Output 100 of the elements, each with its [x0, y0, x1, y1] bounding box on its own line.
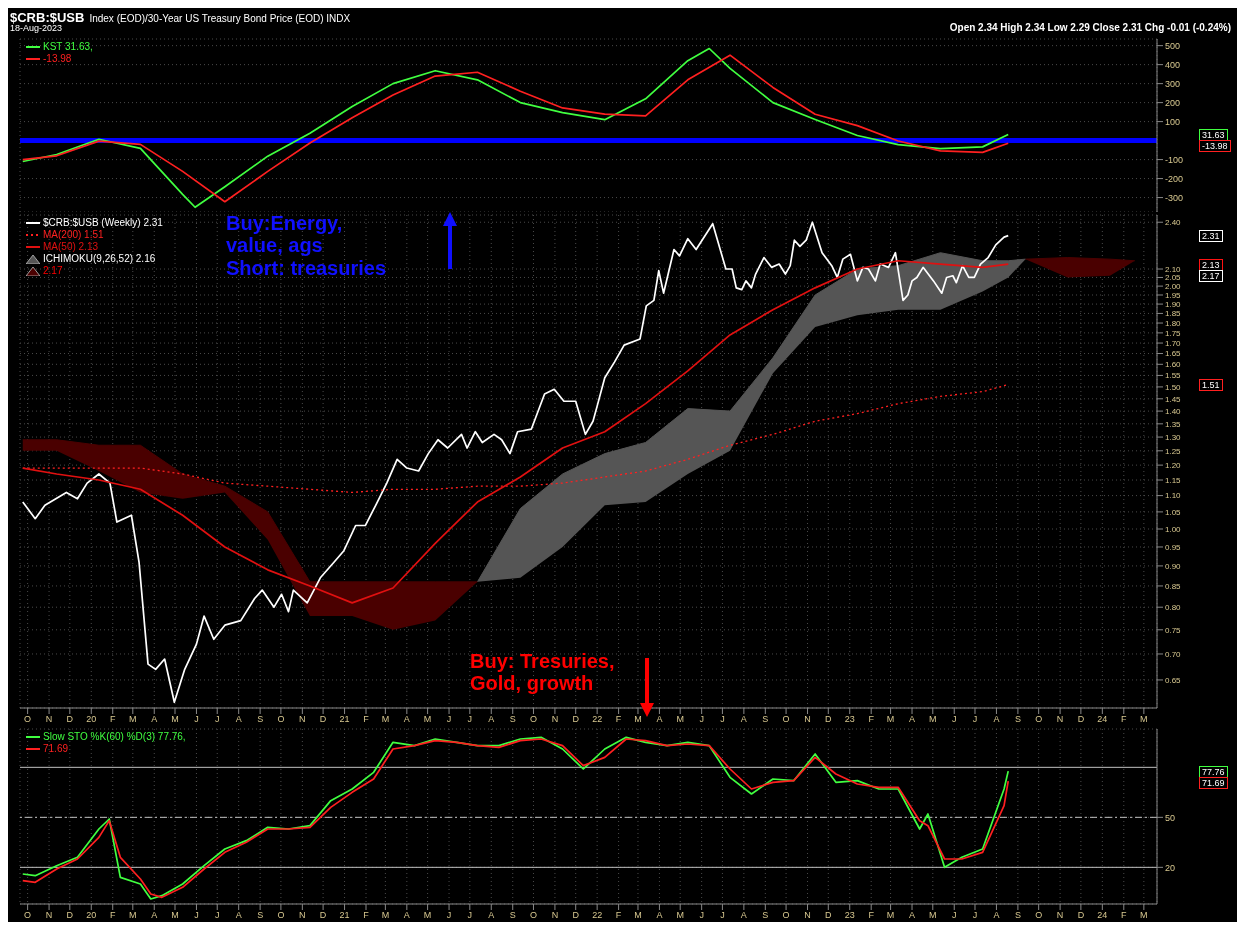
x-tick-label: F: [363, 910, 370, 921]
x-tick-label: M: [381, 714, 390, 725]
x-tick-label: D: [66, 910, 74, 921]
y-tick-label: 1.35: [1165, 419, 1182, 429]
x-tick-label: A: [403, 714, 410, 725]
x-tick-label: M: [886, 714, 895, 725]
x-tick-label: J: [214, 714, 220, 725]
x-tick-label: M: [1140, 910, 1148, 921]
x-tick-label: J: [720, 714, 725, 725]
x-tick-label: J: [699, 910, 704, 921]
x-tick-label: F: [109, 714, 116, 725]
y-tick-label: 0.80: [1165, 603, 1182, 613]
chart-subtitle: Index (EOD)/30-Year US Treasury Bond Price (EOD) INDX: [89, 13, 351, 24]
x-tick-label: A: [488, 714, 495, 725]
y-tick-label: 1.25: [1165, 446, 1182, 456]
x-tick-label: D: [825, 910, 833, 921]
x-tick-label: M: [171, 714, 179, 725]
x-tick-label: J: [699, 714, 704, 725]
y-tick-label: 400: [1165, 59, 1181, 70]
text: Open 2.34 High 2.34 Low 2.29 Close 2.31 Chg -0.01 (-0.24%): [949, 22, 1231, 34]
x-tick-label: A: [488, 910, 495, 921]
x-tick-label: A: [909, 714, 916, 725]
legend-label: KST 31.63,: [43, 41, 93, 53]
x-tick-label: N: [45, 714, 53, 725]
y-tick-label: 1.55: [1165, 371, 1182, 381]
x-tick-label: D: [319, 910, 327, 921]
x-tick-label: J: [951, 910, 957, 921]
x-tick-label: O: [277, 714, 285, 725]
y-tick-label: 1.15: [1165, 475, 1182, 485]
y-tick-label: 1.95: [1165, 290, 1182, 300]
text: 2.17: [1199, 269, 1223, 282]
x-tick-label: N: [551, 714, 559, 725]
x-tick-label: S: [1014, 714, 1021, 725]
y-tick-label: 1.45: [1165, 394, 1182, 404]
text: -13.98: [1199, 140, 1231, 153]
x-tick-label: N: [1056, 714, 1064, 725]
x-tick-label: J: [214, 910, 220, 921]
x-tick-label: J: [720, 910, 725, 921]
x-tick-label: O: [24, 714, 32, 725]
x-tick-label: N: [804, 910, 811, 921]
y-tick-label: 0.70: [1165, 649, 1182, 659]
x-tick-label: D: [319, 714, 327, 725]
x-tick-label: A: [235, 910, 242, 921]
x-tick-label: F: [109, 910, 116, 921]
x-tick-label: M: [929, 714, 937, 725]
y-tick-label: 0.90: [1165, 561, 1182, 571]
x-tick-label: O: [529, 910, 537, 921]
y-tick-label: 1.10: [1165, 491, 1182, 501]
x-tick-label: A: [993, 714, 1000, 725]
y-tick-label: 50: [1165, 812, 1176, 823]
x-tick-label: 23: [844, 714, 855, 725]
annotation: Buy:Energy, value, ags Short: treasuries: [226, 212, 387, 280]
x-tick-label: 20: [86, 910, 97, 921]
y-tick-label: 1.05: [1165, 507, 1182, 517]
text: 2.13: [1199, 258, 1223, 271]
legend-label: -13.98: [43, 53, 72, 65]
annotation: Buy: Tresuries, Gold, growth: [470, 650, 615, 695]
x-tick-label: D: [572, 714, 580, 725]
x-tick-label: A: [656, 910, 663, 921]
x-tick-label: M: [423, 714, 432, 725]
x-tick-label: O: [782, 910, 790, 921]
x-tick-label: O: [529, 714, 537, 725]
legend-label: MA(200) 1.51: [43, 229, 104, 241]
text: 77.76: [1199, 765, 1228, 778]
x-tick-label: O: [1035, 714, 1043, 725]
x-tick-label: M: [171, 910, 179, 921]
x-tick-label: M: [634, 714, 642, 725]
x-tick-label: S: [257, 910, 264, 921]
x-tick-label: J: [467, 714, 473, 725]
y-tick-label: -100: [1165, 154, 1184, 165]
x-tick-label: S: [257, 714, 264, 725]
x-tick-label: O: [1035, 910, 1043, 921]
x-tick-label: N: [804, 714, 811, 725]
x-tick-label: M: [634, 910, 642, 921]
y-tick-label: 1.75: [1165, 328, 1182, 338]
x-tick-label: 20: [86, 714, 97, 725]
y-tick-label: 100: [1165, 116, 1181, 127]
x-tick-label: D: [66, 714, 74, 725]
x-tick-label: M: [381, 910, 390, 921]
x-tick-label: F: [1121, 910, 1128, 921]
y-tick-label: -200: [1165, 173, 1184, 184]
y-tick-label: 0.95: [1165, 542, 1182, 552]
y-tick-label: 1.40: [1165, 406, 1182, 416]
x-tick-label: 24: [1097, 910, 1108, 921]
x-tick-label: S: [1014, 910, 1021, 921]
y-tick-label: 2.10: [1165, 264, 1182, 274]
x-tick-label: 23: [844, 910, 855, 921]
x-tick-label: A: [235, 714, 242, 725]
x-tick-label: A: [909, 910, 916, 921]
x-tick-label: J: [194, 910, 199, 921]
x-tick-label: O: [782, 714, 790, 725]
x-tick-label: 22: [592, 714, 603, 725]
legend-label: $CRB:$USB (Weekly) 2.31: [43, 217, 163, 229]
x-tick-label: S: [509, 714, 516, 725]
y-tick-label: 2.05: [1165, 273, 1182, 283]
x-tick-label: 24: [1097, 714, 1108, 725]
x-tick-label: J: [446, 714, 452, 725]
x-tick-label: J: [194, 714, 199, 725]
x-tick-label: M: [129, 714, 137, 725]
x-tick-label: F: [868, 714, 875, 725]
